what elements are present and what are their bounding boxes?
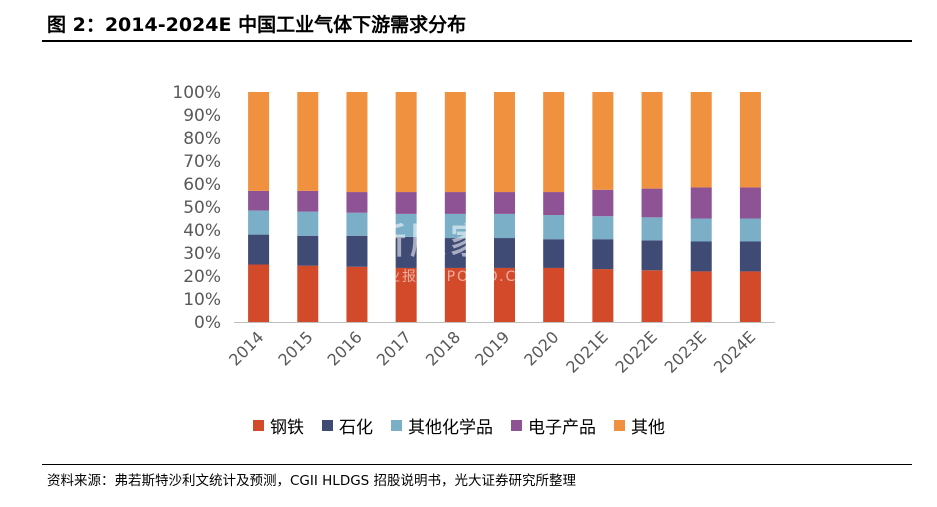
bar-segment (690, 92, 712, 188)
bar-segment (739, 187, 761, 219)
legend-swatch (391, 420, 402, 431)
bar-segment (739, 92, 761, 188)
x-tick-label: 2018 (422, 327, 464, 369)
legend-item: 石化 (322, 413, 373, 438)
legend-label: 石化 (339, 418, 373, 438)
bar-segment (297, 265, 319, 322)
x-tick-label: 2017 (373, 327, 415, 369)
x-tick-label: 2023E (661, 327, 710, 376)
bar-segment (494, 213, 515, 239)
bar-segment (690, 241, 712, 272)
bar-segment (494, 267, 515, 322)
legend-item: 其他化学品 (391, 413, 493, 438)
legend-swatch (614, 420, 625, 431)
bar-segment (248, 234, 270, 265)
y-tick-label: 100% (172, 83, 221, 103)
bar-segment (543, 239, 565, 268)
bar-segment (592, 216, 614, 240)
bar-segment (346, 192, 368, 213)
bar-segment (346, 92, 368, 193)
bar-segment (494, 192, 515, 214)
y-tick-label: 20% (183, 267, 221, 287)
bar-segment (739, 218, 761, 242)
bar-segment (395, 213, 417, 237)
legend-swatch (253, 420, 264, 431)
bar-segment (444, 92, 466, 193)
bar-segment (641, 92, 663, 189)
bar-segment (739, 241, 761, 272)
bar-segment (346, 212, 368, 236)
bar-segment (543, 92, 565, 193)
y-tick-label: 80% (183, 129, 221, 149)
legend-swatch (511, 420, 522, 431)
bar-segment (297, 190, 319, 212)
bar-segment (592, 239, 614, 270)
y-tick-label: 10% (183, 290, 221, 310)
bar-segment (395, 236, 417, 268)
x-tick-label: 2015 (274, 327, 316, 369)
chart-legend: 钢铁 石化 其他化学品 电子产品 其他 (253, 413, 683, 438)
bar-segment (641, 188, 663, 218)
legend-swatch (322, 420, 333, 431)
x-tick-label: 2020 (520, 327, 562, 369)
bar-segment (346, 235, 368, 267)
y-tick-label: 40% (183, 221, 221, 241)
y-tick-label: 30% (183, 244, 221, 264)
bar-segment (641, 240, 663, 271)
bar-segment (444, 192, 466, 214)
bar-segment (444, 238, 466, 268)
bar-segment (248, 190, 270, 211)
bar-segment (690, 187, 712, 219)
bar-segment (395, 267, 417, 322)
y-tick-label: 70% (183, 152, 221, 172)
x-tick-label: 2022E (611, 327, 660, 376)
bar-segment (543, 215, 565, 240)
legend-label: 电子产品 (528, 418, 596, 438)
bar-segment (592, 92, 614, 190)
x-tick-label: 2019 (471, 327, 513, 369)
bar-segment (690, 271, 712, 322)
legend-label: 其他化学品 (408, 418, 493, 438)
source-note: 资料来源：弗若斯特沙利文统计及预测，CGII HLDGS 招股说明书，光大证券研… (47, 473, 577, 489)
bar-segment (739, 271, 761, 322)
bar-segment (641, 270, 663, 322)
x-tick-label: 2016 (324, 327, 366, 369)
x-tick-label: 2014 (225, 327, 267, 369)
legend-label: 钢铁 (270, 418, 304, 438)
bar-segment (543, 192, 565, 216)
bar-segment (346, 266, 368, 322)
bar-segment (248, 210, 270, 235)
y-tick-label: 90% (183, 106, 221, 126)
y-tick-label: 60% (183, 175, 221, 195)
legend-item: 电子产品 (511, 413, 596, 438)
bar-segment (444, 213, 466, 239)
bar-segment (248, 92, 270, 191)
bar-segment (690, 218, 712, 242)
bar-segment (494, 92, 515, 193)
bar-segment (543, 267, 565, 322)
bar-segment (641, 217, 663, 241)
figure-title: 图 2：2014-2024E 中国工业气体下游需求分布 (47, 14, 467, 36)
bar-segment (395, 92, 417, 193)
top-rule (42, 40, 912, 42)
bar-segment (444, 267, 466, 322)
x-tick-label: 2021E (562, 327, 611, 376)
legend-item: 其他 (614, 413, 665, 438)
bar-segment (297, 211, 319, 236)
y-tick-label: 50% (183, 198, 221, 218)
legend-item: 钢铁 (253, 413, 304, 438)
bar-segment (592, 269, 614, 322)
bar-segment (395, 192, 417, 214)
bottom-rule (42, 464, 912, 465)
x-tick-label: 2024E (710, 327, 759, 376)
bar-segment (592, 189, 614, 217)
bar-segment (494, 238, 515, 268)
bar-segment (297, 92, 319, 191)
bar-segment (248, 264, 270, 322)
legend-label: 其他 (631, 418, 665, 438)
y-tick-label: 0% (194, 313, 221, 333)
bar-segment (297, 235, 319, 266)
